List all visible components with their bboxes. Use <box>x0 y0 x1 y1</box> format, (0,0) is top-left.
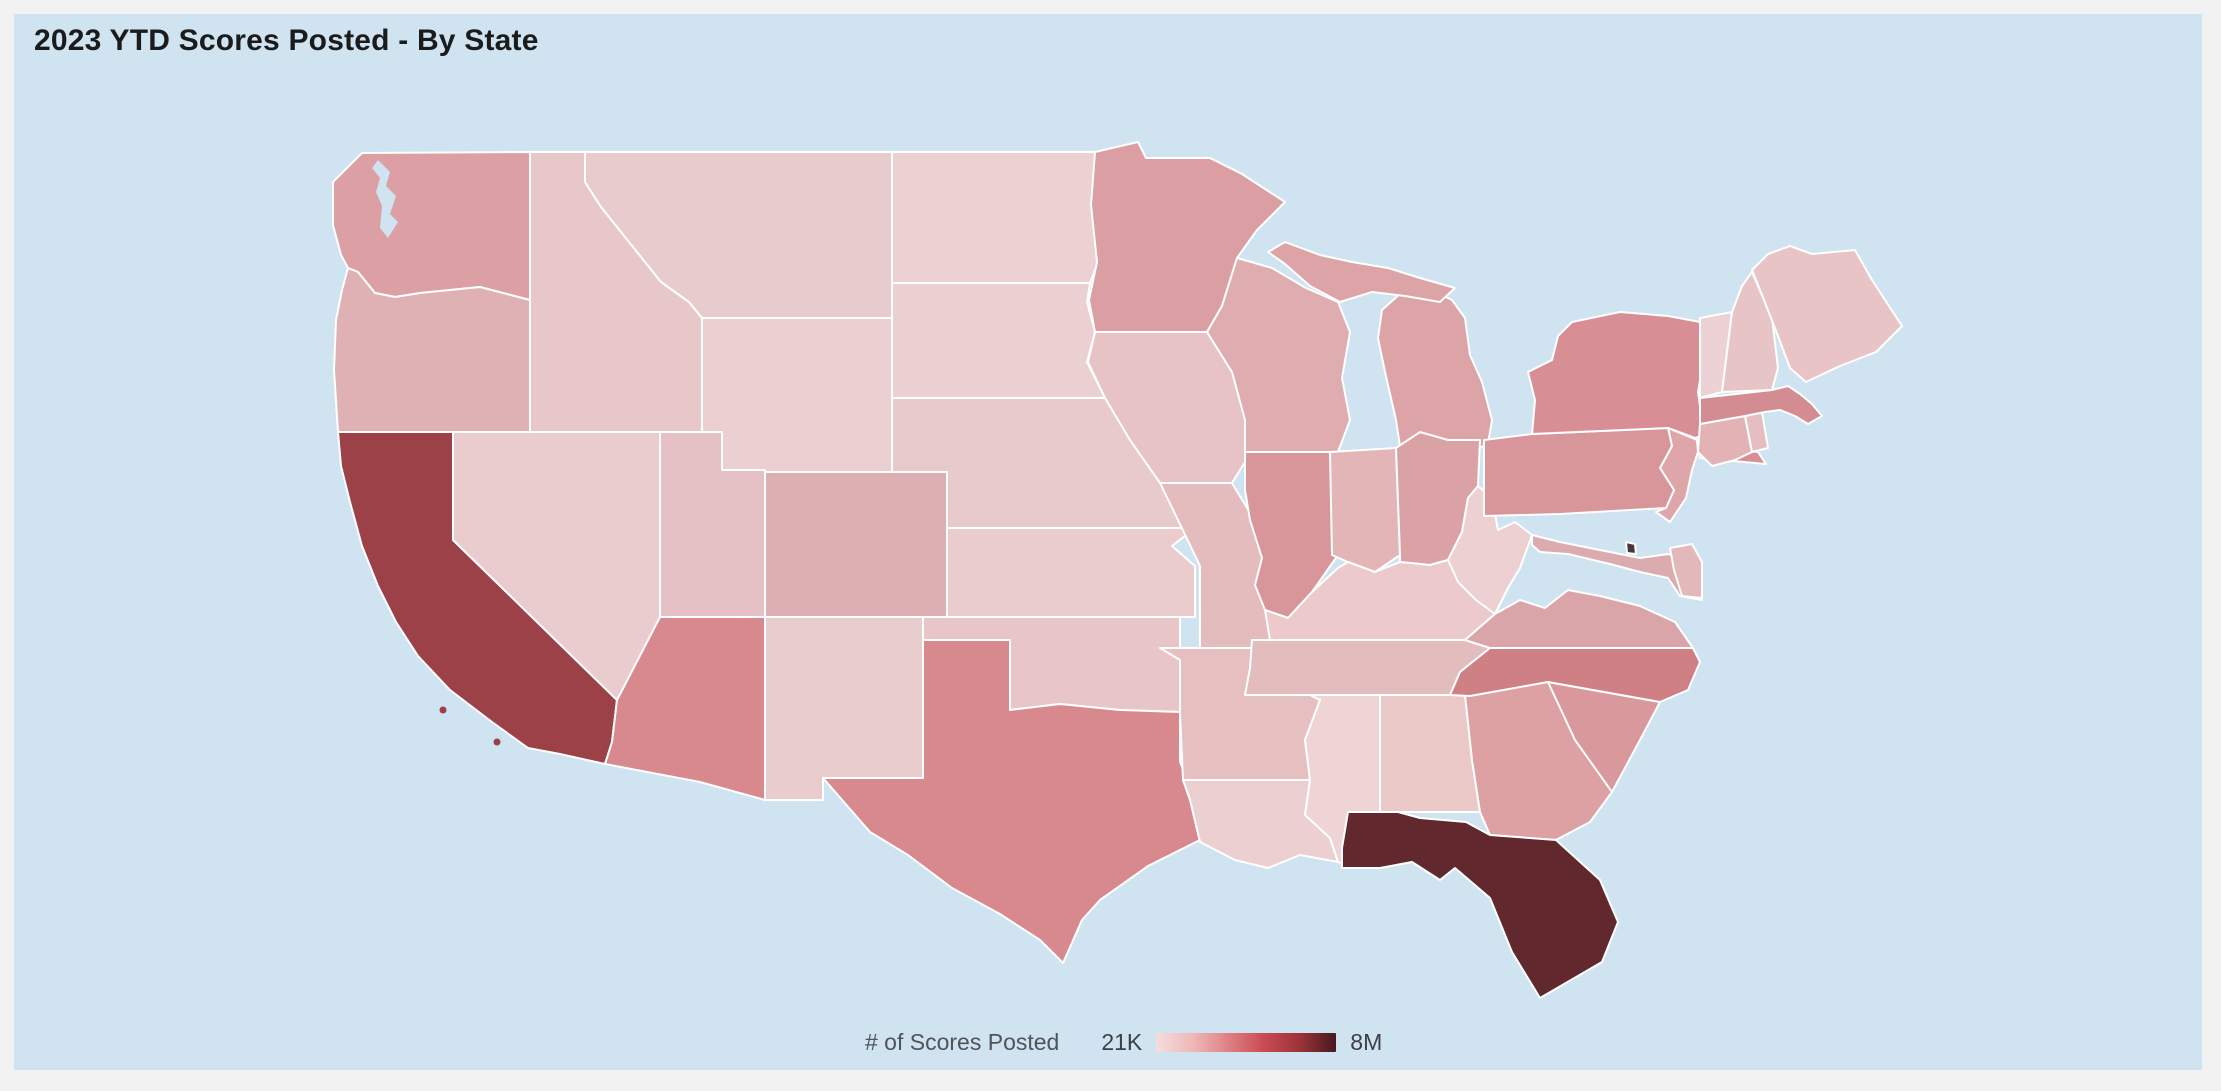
state-WI[interactable] <box>1206 257 1351 453</box>
state-IN[interactable] <box>1329 447 1401 573</box>
state-NC[interactable] <box>1449 647 1701 703</box>
state-OR[interactable] <box>333 267 531 433</box>
legend-min-value: 21K <box>1101 1028 1143 1055</box>
state-MI[interactable] <box>1377 287 1493 453</box>
state-DC[interactable] <box>1625 541 1637 555</box>
page-title: 2023 YTD Scores Posted - By State <box>34 24 539 57</box>
legend-gradient-bar <box>1156 1032 1337 1052</box>
state-NY[interactable] <box>1527 311 1716 439</box>
state-NM[interactable] <box>764 616 924 801</box>
state-FL[interactable] <box>1341 811 1619 999</box>
state-ND[interactable] <box>891 151 1099 284</box>
state-ME[interactable] <box>1751 245 1903 383</box>
state-TX[interactable] <box>822 639 1201 964</box>
state-MI[interactable] <box>1267 241 1456 303</box>
channel-island <box>439 706 447 714</box>
state-MD[interactable] <box>1531 534 1703 601</box>
state-WY[interactable] <box>701 317 893 473</box>
puget-sound-inlet <box>372 160 398 238</box>
legend-max-value: 8M <box>1350 1028 1383 1055</box>
color-legend: # of Scores Posted 21K 8M <box>865 1022 1382 1062</box>
channel-island <box>493 738 501 746</box>
state-KS[interactable] <box>946 527 1196 618</box>
state-MA[interactable] <box>1699 385 1823 425</box>
state-PA[interactable] <box>1483 427 1675 517</box>
state-WV[interactable] <box>1447 485 1533 615</box>
state-CO[interactable] <box>764 471 948 618</box>
state-DE[interactable] <box>1669 543 1703 599</box>
state-SD[interactable] <box>891 282 1106 399</box>
state-VA[interactable] <box>1464 589 1694 649</box>
legend-title: # of Scores Posted <box>865 1028 1060 1055</box>
